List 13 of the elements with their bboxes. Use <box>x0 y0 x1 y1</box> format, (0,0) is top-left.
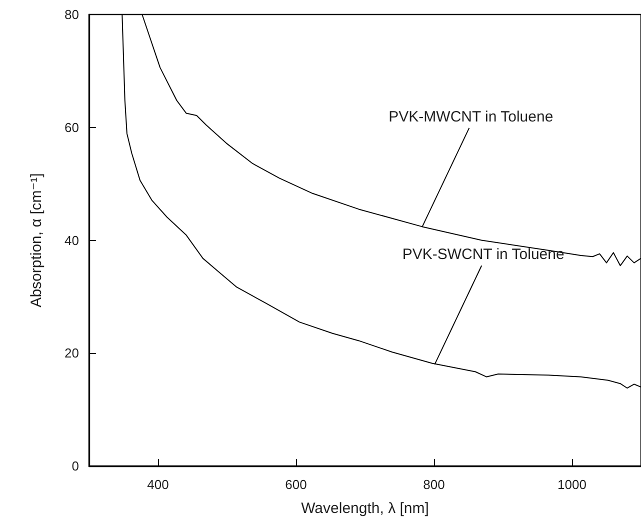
annotation: PVK-SWCNT in Toluene <box>402 246 564 264</box>
x-tick-label: 600 <box>285 477 307 492</box>
y-tick-label: 40 <box>64 232 79 248</box>
y-tick-label: 80 <box>64 7 79 22</box>
y-tick-label: 20 <box>64 346 79 361</box>
y-axis-title: Absorption, α [cm⁻¹] <box>28 173 45 308</box>
annotation: PVK-MWCNT in Toluene <box>388 108 554 126</box>
x-tick-label: 1000 <box>558 477 586 492</box>
x-tick-label: 400 <box>147 477 169 492</box>
x-tick-label: 800 <box>423 477 445 492</box>
x-axis-title: Wavelength, λ [nm] <box>301 500 429 517</box>
y-tick-label: 0 <box>72 458 79 474</box>
y-tick-label: 60 <box>64 120 79 135</box>
